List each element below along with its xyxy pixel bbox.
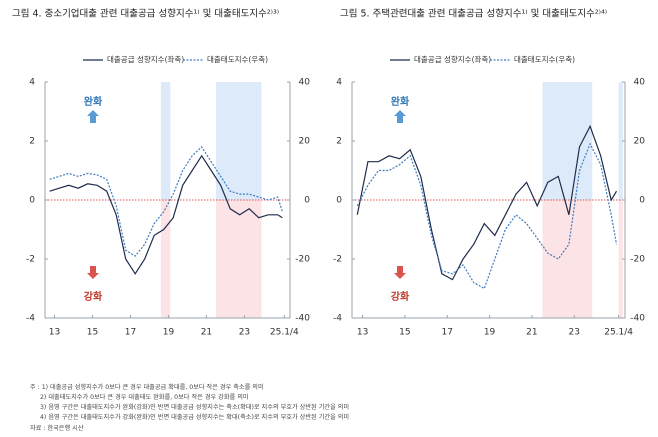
y-tick-label: -4 [333,314,342,324]
shade-above [215,82,262,200]
legend-label: 대출태도지수(우축) [207,54,268,64]
y2-tick-label: 40 [299,78,311,88]
shade-below [542,200,593,318]
x-tick-label: 17 [125,328,136,338]
x-tick-label: 23 [568,328,579,338]
y-tick-label: -2 [333,255,342,265]
y2-tick-label: -40 [295,314,310,324]
note: 4) 음영 구간은 대출태도지수가 강화(완화)인 반면 대출공급 성향지수는 … [40,413,349,421]
annotation: 완화 [84,95,103,108]
annotation: 완화 [391,95,410,108]
series-line [356,142,618,290]
y2-tick-label: 0 [639,196,645,206]
shade-below [618,200,623,318]
x-tick-label: 21 [201,328,212,338]
legend-label: 대출공급 성향지수(좌축) [107,54,184,64]
y-tick-label: -2 [26,255,35,265]
series-line [49,154,283,275]
y2-tick-label: 20 [299,137,311,147]
note: 주 : 1) 대출공급 성향지수가 0보다 큰 경우 대출공급 확대를, 0보다… [30,383,264,391]
shade-below [160,200,171,318]
y-tick-label: 4 [29,78,35,88]
y-tick-label: 4 [336,78,342,88]
y-tick-label: -4 [26,314,35,324]
shade-below [215,200,262,318]
y-tick-label: 0 [29,196,35,206]
note: 2) 대출태도지수가 0보다 큰 경우 대출태도 완화를, 0보다 작은 경우 … [40,393,249,401]
series-line [356,124,618,281]
y2-tick-label: -20 [295,255,310,265]
x-tick-label: 17 [442,328,453,338]
y2-tick-label: 0 [304,196,310,206]
shade-above [160,82,171,200]
shade-above [618,82,623,200]
x-tick-label: 15 [399,328,410,338]
y-tick-label: 0 [336,196,342,206]
note: 자료 : 한국은행 시산 [30,424,84,432]
x-tick-label: 13 [49,328,60,338]
x-tick-label: 25.1/4 [270,328,299,338]
x-tick-label: 25.1/4 [604,328,633,338]
x-tick-label: 15 [87,328,98,338]
x-tick-label: 13 [357,328,368,338]
annotation: 강화 [84,290,103,303]
x-tick-label: 19 [163,328,175,338]
shade-above [542,82,593,200]
chart-title: 그림 4. 중소기업대출 관련 대출공급 성향지수¹⁾ 및 대출태도지수²⁾³⁾ [12,8,279,20]
tighten-arrow [394,266,406,279]
y-tick-label: 2 [29,137,35,147]
ease-arrow [87,110,99,123]
y2-tick-label: -20 [630,255,645,265]
ease-arrow [394,110,406,123]
tighten-arrow [87,266,99,279]
y2-tick-label: 20 [634,137,646,147]
x-tick-label: 23 [239,328,250,338]
y2-tick-label: 40 [634,78,646,88]
legend-label: 대출태도지수(우축) [514,54,575,64]
x-tick-label: 21 [526,328,537,338]
series-line [49,145,283,257]
chart-title: 그림 5. 주택관련대출 관련 대출공급 성향지수¹⁾ 및 대출태도지수²⁾⁴⁾ [340,8,607,20]
note: 3) 음영 구간은 대출태도지수가 완화(강화)인 반면 대출공급 성향지수는 … [40,403,349,411]
x-tick-label: 19 [484,328,496,338]
annotation: 강화 [391,290,410,303]
y2-tick-label: -40 [630,314,645,324]
legend-label: 대출공급 성향지수(좌축) [414,54,491,64]
y-tick-label: 2 [336,137,342,147]
